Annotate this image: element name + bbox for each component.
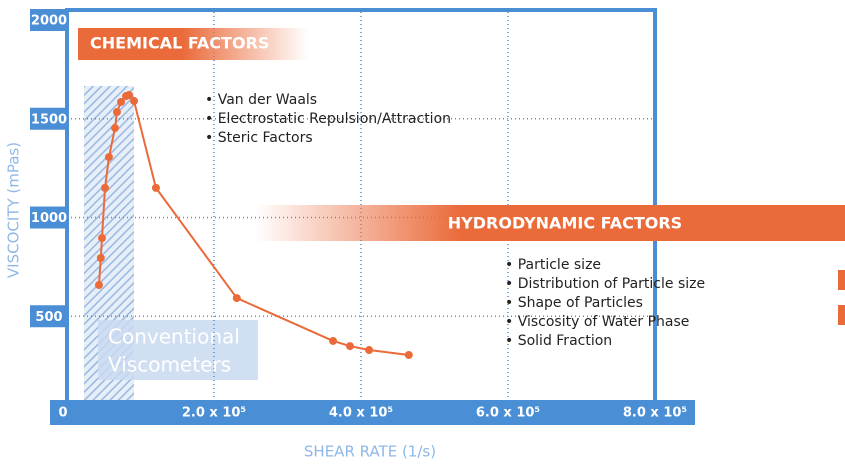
point [97,234,106,243]
x-axis-label: SHEAR RATE (1/s) [304,443,436,461]
y-axis-label: VISCOCITY (mPas) [5,142,23,278]
region-label: Viscometers [108,353,231,377]
region-label: Conventional [108,325,240,349]
hydro-band [255,205,845,241]
cut-off [838,305,845,325]
chemical-band [78,28,308,60]
point [404,350,413,359]
y-tick-label: 1500 [31,112,67,127]
y-tick-bg [30,305,68,328]
x-axis-band [50,400,695,425]
hydro-item: • Solid Fraction [505,333,612,349]
y-tick-label: 1000 [31,211,67,226]
point [130,96,139,105]
y-tick-bg [30,9,68,31]
point [345,342,354,351]
x-tick-label: 8.0 x 10⁵ [623,406,687,421]
x-tick-label: 6.0 x 10⁵ [476,406,540,421]
point [100,183,109,192]
point [94,281,103,290]
hydro-item: • Shape of Particles [505,295,643,311]
hydro-item: • Particle size [505,257,601,273]
y-tick-label: 500 [35,310,62,325]
hydro-item: • Viscosity of Water Phase [505,314,689,330]
hydro-item: • Distribution of Particle size [505,276,705,292]
point [117,97,126,106]
chemical-title: CHEMICAL FACTORS [90,34,269,53]
point [112,108,121,117]
cut-off [838,270,845,290]
x-tick-label: 0 [58,406,67,421]
hydro-title: HYDRODYNAMIC FACTORS [448,214,682,233]
y-tick-bg [30,107,68,130]
point [125,91,134,100]
chemical-item: • Electrostatic Repulsion/Attraction [205,111,451,127]
point [365,346,374,355]
point [151,183,160,192]
point [104,153,113,162]
point [96,253,105,262]
point [232,294,241,303]
point [110,124,119,133]
x-tick-label: 4.0 x 10⁵ [329,406,393,421]
point [329,336,338,345]
chemical-item: • Steric Factors [205,130,313,146]
region-label-bg [98,320,258,380]
y-tick-label: 2000 [31,14,67,29]
y-tick-bg [30,206,68,229]
x-tick-label: 2.0 x 10⁵ [182,406,246,421]
chemical-item: • Van der Waals [205,92,317,108]
